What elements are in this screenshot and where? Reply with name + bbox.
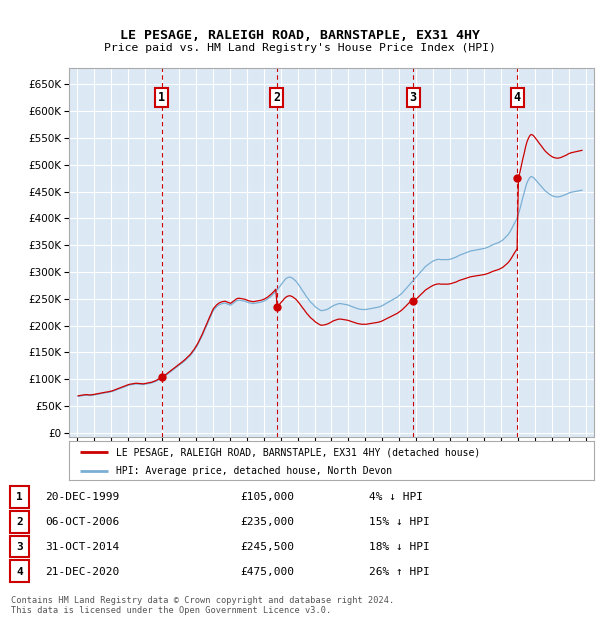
Text: 4: 4 — [514, 91, 521, 104]
Text: 3: 3 — [410, 91, 417, 104]
Text: 4: 4 — [16, 567, 23, 577]
Text: £245,500: £245,500 — [240, 542, 294, 552]
Text: 1: 1 — [16, 492, 23, 502]
Text: Contains HM Land Registry data © Crown copyright and database right 2024.
This d: Contains HM Land Registry data © Crown c… — [11, 596, 394, 615]
Text: 06-OCT-2006: 06-OCT-2006 — [45, 517, 119, 527]
Text: 18% ↓ HPI: 18% ↓ HPI — [369, 542, 430, 552]
Text: £105,000: £105,000 — [240, 492, 294, 502]
Text: 3: 3 — [16, 542, 23, 552]
Text: £475,000: £475,000 — [240, 567, 294, 577]
Text: HPI: Average price, detached house, North Devon: HPI: Average price, detached house, Nort… — [116, 466, 392, 476]
Text: 21-DEC-2020: 21-DEC-2020 — [45, 567, 119, 577]
Text: Price paid vs. HM Land Registry's House Price Index (HPI): Price paid vs. HM Land Registry's House … — [104, 43, 496, 53]
Text: LE PESAGE, RALEIGH ROAD, BARNSTAPLE, EX31 4HY (detached house): LE PESAGE, RALEIGH ROAD, BARNSTAPLE, EX3… — [116, 447, 481, 457]
Text: 31-OCT-2014: 31-OCT-2014 — [45, 542, 119, 552]
Text: 15% ↓ HPI: 15% ↓ HPI — [369, 517, 430, 527]
Text: 4% ↓ HPI: 4% ↓ HPI — [369, 492, 423, 502]
Text: £235,000: £235,000 — [240, 517, 294, 527]
Text: 26% ↑ HPI: 26% ↑ HPI — [369, 567, 430, 577]
Text: 2: 2 — [16, 517, 23, 527]
Text: 2: 2 — [273, 91, 280, 104]
Text: 20-DEC-1999: 20-DEC-1999 — [45, 492, 119, 502]
Text: 1: 1 — [158, 91, 165, 104]
Text: LE PESAGE, RALEIGH ROAD, BARNSTAPLE, EX31 4HY: LE PESAGE, RALEIGH ROAD, BARNSTAPLE, EX3… — [120, 30, 480, 42]
